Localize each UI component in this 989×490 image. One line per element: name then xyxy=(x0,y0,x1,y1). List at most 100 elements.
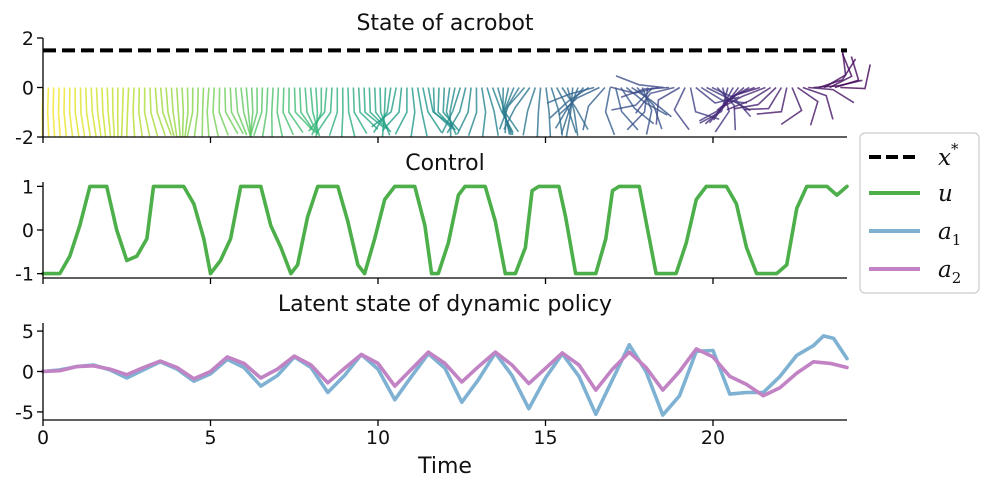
acrobot-link xyxy=(636,86,663,130)
acrobot-link xyxy=(120,87,125,138)
acrobot-link xyxy=(560,87,579,135)
acrobot-link xyxy=(797,86,819,126)
acrobot-link xyxy=(555,87,577,134)
acrobot-link xyxy=(604,87,616,136)
acrobot-link xyxy=(442,87,460,132)
legend-sub-a1: 1 xyxy=(952,231,962,249)
acrobot-link xyxy=(308,87,328,132)
acrobot-link xyxy=(368,87,389,131)
acrobot-link xyxy=(626,87,649,131)
control-u-line xyxy=(41,184,849,276)
latent-x-tick-label: 10 xyxy=(366,427,390,449)
acrobot-link xyxy=(234,87,248,136)
acrobot-link xyxy=(699,87,729,124)
acrobot-link xyxy=(714,87,730,133)
latent-x-tick-label: 15 xyxy=(533,427,557,449)
acrobot-link xyxy=(149,87,159,137)
acrobot-link xyxy=(635,86,675,114)
acrobot-link xyxy=(137,87,144,137)
acrobot-link xyxy=(46,87,50,138)
acrobot-link xyxy=(261,87,269,137)
acrobot-link xyxy=(245,87,252,137)
acrobot-panel-title: State of acrobot xyxy=(356,11,533,36)
acrobot-y-tick-label: 2 xyxy=(22,28,34,50)
acrobot-link xyxy=(546,86,595,104)
acrobot-link xyxy=(240,87,252,137)
latent-x-tick-label: 20 xyxy=(701,427,725,449)
latent-x-tick-label: 5 xyxy=(204,427,216,449)
acrobot-link xyxy=(201,87,205,138)
acrobot-link xyxy=(716,86,761,111)
acrobot-link xyxy=(620,87,655,125)
acrobot-link xyxy=(304,87,319,135)
acrobot-link xyxy=(615,75,664,89)
acrobot-link xyxy=(558,86,600,116)
acrobot-link xyxy=(720,86,766,109)
acrobot-link xyxy=(170,87,178,137)
acrobot-y-tick-label: -2 xyxy=(15,127,34,149)
acrobot-link xyxy=(315,87,319,137)
acrobot-link xyxy=(655,86,681,125)
acrobot-link xyxy=(733,86,777,110)
acrobot-link xyxy=(673,87,690,131)
acrobot-link xyxy=(229,87,245,135)
acrobot-link xyxy=(780,87,803,126)
acrobot-link xyxy=(381,87,403,132)
acrobot-link xyxy=(316,87,333,134)
latent-y-tick-label: -5 xyxy=(15,402,34,424)
latent-y-tick-label: 0 xyxy=(22,362,34,384)
acrobot-link xyxy=(79,87,86,137)
acrobot-link xyxy=(57,87,61,137)
acrobot-link xyxy=(379,87,391,136)
control-y-tick-label: 0 xyxy=(22,220,34,242)
acrobot-link xyxy=(536,87,542,137)
latent-a2-line xyxy=(41,347,849,398)
acrobot-link xyxy=(711,86,752,118)
legend-frame xyxy=(859,132,980,294)
acrobot-link xyxy=(90,87,97,137)
acrobot-link xyxy=(95,87,102,137)
acrobot-link xyxy=(756,87,788,115)
acrobot-link xyxy=(802,86,834,120)
acrobot-link xyxy=(206,87,210,137)
legend-sup-x*: * xyxy=(951,140,959,158)
acrobot-link xyxy=(186,87,194,137)
acrobot-link xyxy=(224,87,239,135)
latent-a1-line xyxy=(41,334,849,417)
acrobot-link xyxy=(299,87,316,133)
latent-x-tick-label: 0 xyxy=(37,427,49,449)
acrobot-link xyxy=(143,87,151,137)
acrobot-link xyxy=(422,87,443,133)
latent-state-panel: Latent state of dynamic policy 50-50 5 10 1… xyxy=(15,292,849,479)
acrobot-link xyxy=(550,87,564,136)
acrobot-link xyxy=(132,87,136,137)
acrobot-link xyxy=(840,64,871,90)
control-panel-title: Control xyxy=(405,151,485,176)
legend-sub-a2: 2 xyxy=(952,269,962,287)
acrobot-link xyxy=(834,56,860,89)
acrobot-link xyxy=(340,87,344,138)
acrobot-link xyxy=(565,87,574,137)
control-panel: Control 1 0 -1 xyxy=(15,151,849,286)
acrobot-link xyxy=(503,87,515,135)
acrobot-link xyxy=(328,87,339,136)
acrobot-link xyxy=(212,87,219,137)
acrobot-links xyxy=(41,50,871,138)
acrobot-y-tick-label: 0 xyxy=(22,78,34,100)
acrobot-link xyxy=(726,86,772,111)
acrobot-link xyxy=(503,87,531,130)
acrobot-link xyxy=(106,87,112,137)
acrobot-link xyxy=(282,87,295,136)
acrobot-link xyxy=(416,87,428,137)
acrobot-link xyxy=(467,87,478,136)
acrobot-link xyxy=(165,87,175,137)
acrobot-link xyxy=(125,87,130,138)
acrobot-link xyxy=(818,58,857,89)
x-axis-label: Time xyxy=(417,454,472,479)
acrobot-link xyxy=(218,87,229,136)
acrobot-state-panel: State of acrobot 2 0 -2 xyxy=(15,11,871,149)
acrobot-link xyxy=(352,87,368,135)
acrobot-link xyxy=(808,86,855,104)
